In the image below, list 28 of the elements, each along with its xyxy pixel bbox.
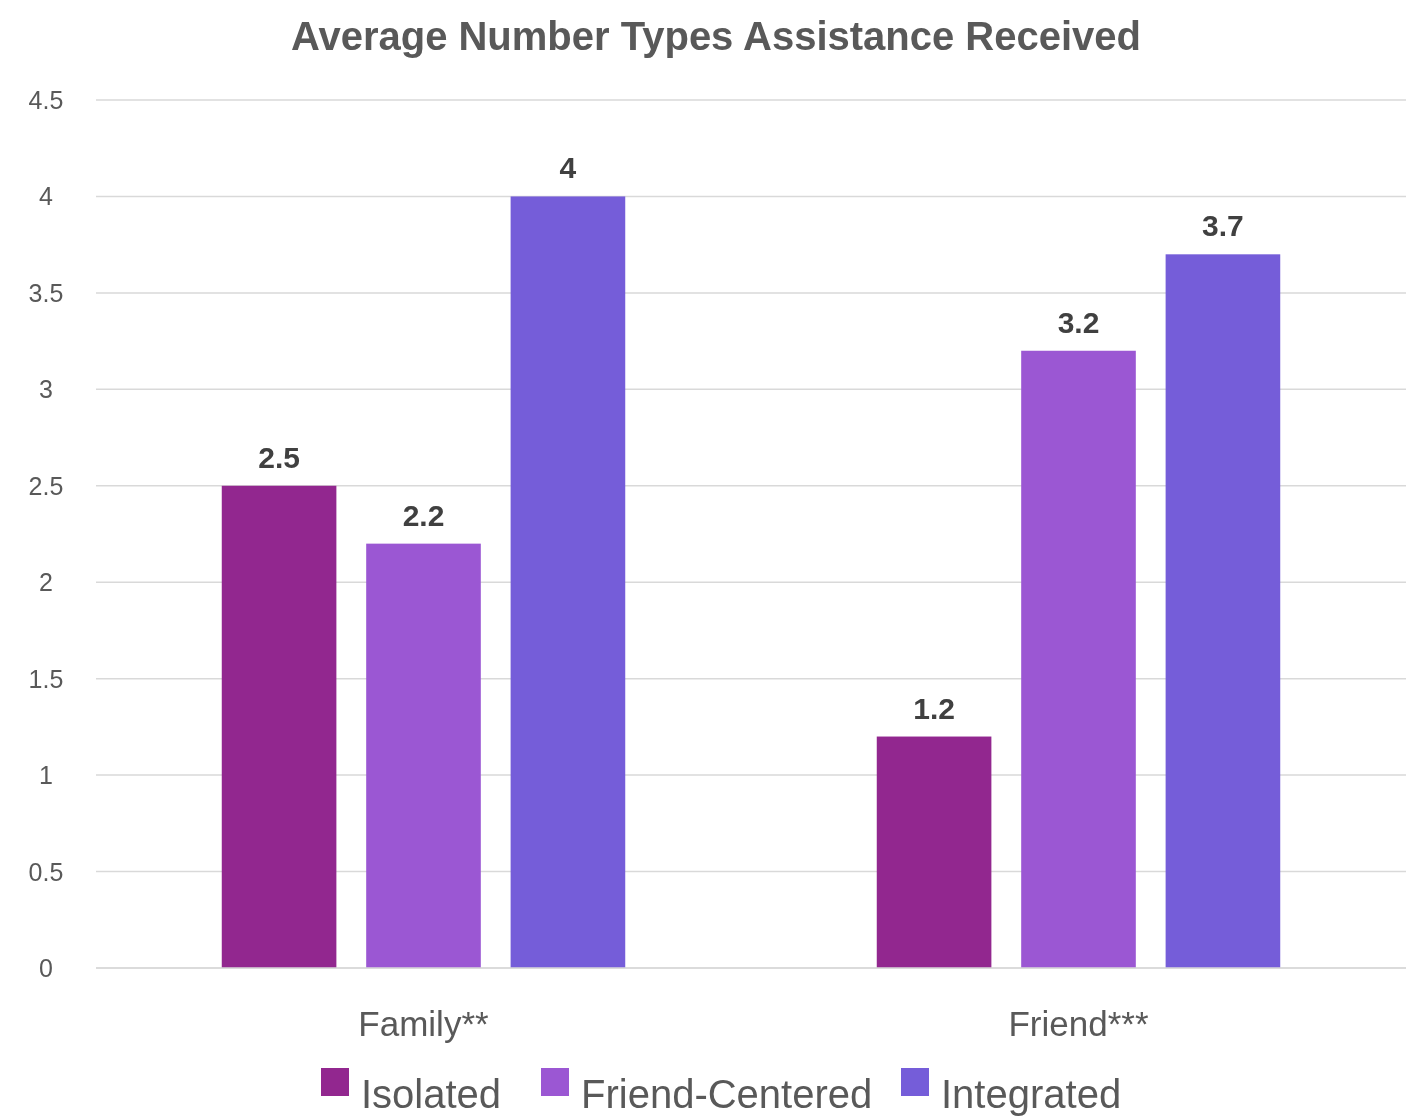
chart-title: Average Number Types Assistance Received: [290, 14, 1142, 58]
bar: [1165, 254, 1281, 968]
x-tick-label: Friend***: [1008, 1004, 1149, 1043]
legend-label: Isolated: [361, 1072, 502, 1116]
y-tick-label: 1: [39, 761, 53, 790]
y-tick-label: 4: [39, 182, 54, 211]
y-tick-label: 3: [39, 375, 53, 404]
data-label: 3.7: [1202, 209, 1244, 243]
y-tick-label: 0: [39, 954, 53, 982]
data-label: 2.5: [258, 440, 300, 474]
data-label: 2.2: [402, 498, 445, 532]
bar: [510, 196, 626, 968]
y-tick-label: 4.5: [28, 86, 64, 114]
legend-label: Integrated: [941, 1072, 1122, 1116]
legend-label: Friend-Centered: [581, 1072, 873, 1116]
y-tick-label: 1.5: [28, 664, 64, 693]
x-tick-label: Family**: [358, 1004, 490, 1043]
y-tick-label: 2.5: [28, 471, 64, 500]
data-label: 1.2: [913, 691, 955, 725]
data-label: 4: [559, 151, 577, 185]
y-tick-label: 2: [39, 568, 53, 597]
bar: [366, 543, 481, 968]
bar: [1021, 350, 1136, 968]
y-tick-label: 3.5: [28, 278, 64, 307]
y-tick-label: 0.5: [28, 857, 64, 886]
bar: [876, 736, 992, 968]
bar: [221, 485, 337, 968]
data-label: 3.2: [1057, 305, 1100, 339]
